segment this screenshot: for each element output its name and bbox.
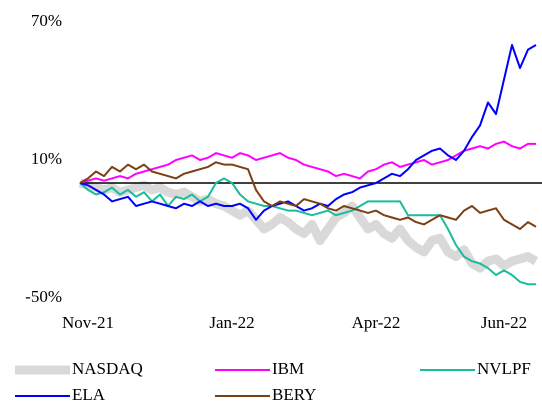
legend-label: ELA (72, 385, 106, 404)
x-tick-label: Jan-22 (209, 313, 254, 332)
series-line (79, 44, 537, 221)
legend-label: NVLPF (477, 359, 531, 378)
y-tick-label: 10% (31, 149, 62, 168)
legend-label: NASDAQ (72, 359, 143, 378)
legend-label: IBM (272, 359, 304, 378)
x-tick-label: Nov-21 (62, 313, 114, 332)
legend-label: BERY (272, 385, 316, 404)
y-tick-label: 70% (31, 11, 62, 30)
series-line (78, 178, 539, 273)
x-tick-label: Jun-22 (481, 313, 527, 332)
series-line (79, 161, 537, 230)
x-tick-label: Apr-22 (352, 313, 401, 332)
y-tick-label: -50% (25, 287, 62, 306)
series-line (79, 177, 536, 286)
series-line (79, 140, 536, 184)
